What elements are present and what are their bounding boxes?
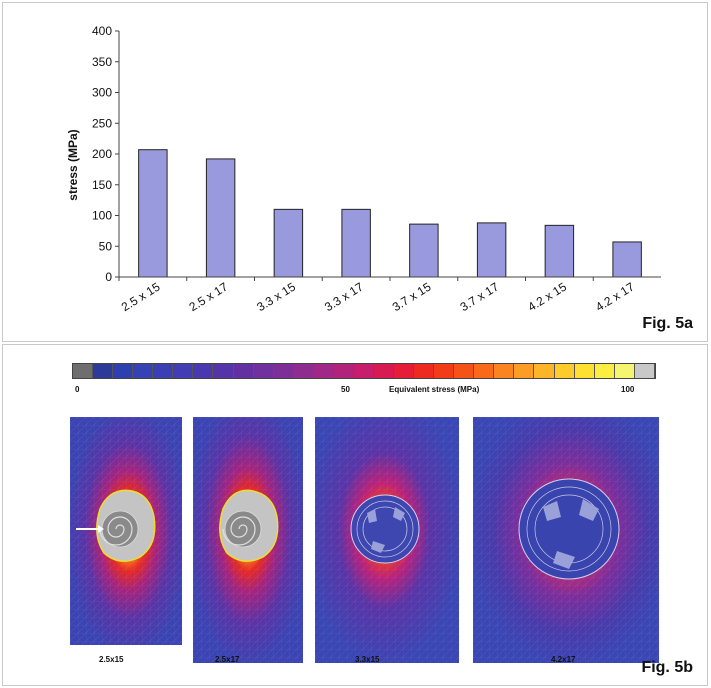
x-tick-label: 4.2 x 15: [525, 280, 569, 315]
y-tick-label: 0: [105, 270, 112, 284]
colorbar-cell: [153, 364, 174, 378]
x-tick-label: 2.5 x 17: [187, 280, 231, 315]
bar-3-7x15: [409, 223, 439, 278]
colorbar-cell: [73, 364, 94, 378]
y-tick-label: 250: [92, 116, 112, 130]
x-tick-label: 3.3 x 15: [254, 280, 298, 315]
y-tick-label: 150: [92, 178, 112, 192]
x-tick-label: 3.3 x 17: [322, 280, 366, 315]
x-tick-label: 4.2 x 17: [593, 280, 637, 315]
bar-4-2x15: [544, 224, 575, 278]
colorbar-cell: [554, 364, 575, 378]
colorbar-cell: [113, 364, 134, 378]
colorbar-cell: [233, 364, 254, 378]
colorbar-title: Equivalent stress (MPa): [389, 385, 480, 394]
bar-3-7x17: [476, 222, 507, 278]
bar-2-5x17: [205, 158, 236, 278]
colorbar-min-label: 0: [75, 385, 80, 394]
colorbar-cell: [414, 364, 435, 378]
colorbar-cell: [173, 364, 194, 378]
colorbar-cell: [253, 364, 274, 378]
colorbar-cell: [454, 364, 475, 378]
stress-bar-chart: 0 50 100 150 200 250 300 350 400 2.5 x 15 2.5 x 1…: [66, 24, 661, 315]
colorbar-cell: [594, 364, 615, 378]
figure-5a-panel: 0 50 100 150 200 250 300 350 400 2.5 x 15 2.5 x 1…: [2, 2, 708, 342]
y-tick-label: 350: [92, 55, 112, 69]
colorbar-cell: [313, 364, 334, 378]
colorbar-cell: [494, 364, 515, 378]
y-tick-label: 400: [92, 24, 112, 38]
colorbar-cell: [133, 364, 154, 378]
x-tick-label: 2.5 x 15: [119, 280, 163, 315]
x-tick-label: 3.7 x 15: [390, 280, 434, 315]
colorbar-cell: [614, 364, 635, 378]
y-tick-label: 100: [92, 209, 112, 223]
colorbar-max-label: 100: [621, 385, 635, 394]
bar-3-3x15: [273, 208, 304, 278]
fig-5a-label: Fig. 5a: [642, 315, 693, 332]
colorbar-cell: [634, 364, 655, 378]
simulation-caption: 2.5x17: [215, 655, 240, 664]
colorbar-cell: [293, 364, 314, 378]
figure-5b-panel: 0 50 Equivalent stress (MPa) 100 2.5x15: [2, 344, 708, 686]
colorbar-cell: [273, 364, 294, 378]
colorbar-cell: [213, 364, 234, 378]
simulation-caption: 4.2x17: [551, 655, 576, 664]
stress-colorbar: [72, 363, 656, 379]
simulation-2-5x17: [193, 417, 303, 663]
colorbar-cell: [534, 364, 555, 378]
colorbar-cell: [434, 364, 455, 378]
colorbar-cell: [474, 364, 495, 378]
y-tick-label: 200: [92, 147, 112, 161]
colorbar-cell: [93, 364, 114, 378]
colorbar-cell: [394, 364, 415, 378]
colorbar-cell: [353, 364, 374, 378]
colorbar-cell: [373, 364, 394, 378]
y-tick-label: 50: [99, 239, 113, 253]
fig-5b-label: Fig. 5b: [641, 659, 693, 676]
simulation-caption: 2.5x15: [99, 655, 124, 664]
bar-4-2x17: [612, 241, 642, 278]
bar-2-5x15: [138, 149, 168, 278]
colorbar-cell: [193, 364, 214, 378]
simulation-3-3x15: [315, 417, 459, 663]
y-axis-label: stress (MPa): [66, 129, 80, 200]
simulation-2-5x15: [70, 417, 182, 645]
bar-3-3x17: [341, 208, 371, 278]
simulation-caption: 3.3x15: [355, 655, 380, 664]
y-tick-label: 300: [92, 86, 112, 100]
colorbar-mid-label: 50: [341, 385, 350, 394]
colorbar-cell: [574, 364, 595, 378]
colorbar-cell: [514, 364, 535, 378]
colorbar-cell: [333, 364, 354, 378]
x-tick-label: 3.7 x 17: [458, 280, 502, 315]
simulation-4-2x17: [473, 417, 659, 663]
